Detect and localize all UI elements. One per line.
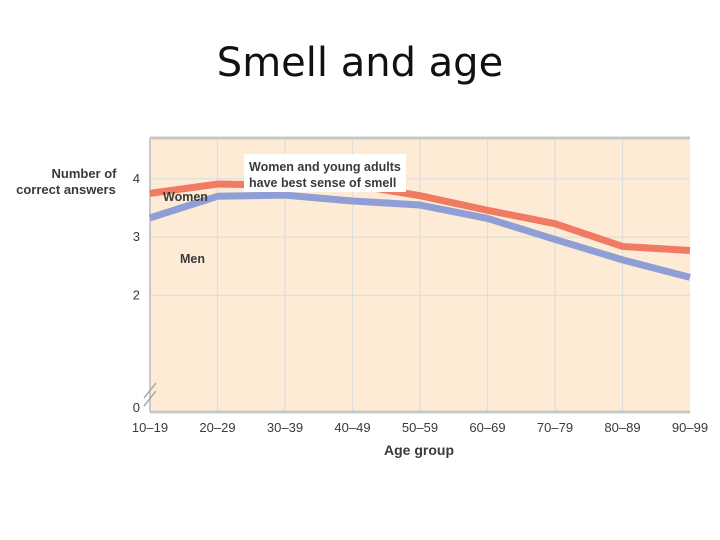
series-label-men: Men [180, 252, 205, 266]
annotation-box [244, 154, 406, 192]
x-tick-label: 40–49 [334, 420, 370, 435]
axis-break-mark [143, 382, 157, 407]
x-tick-label: 60–69 [469, 420, 505, 435]
series-label-women: Women [163, 190, 208, 204]
series-lines [148, 180, 691, 281]
y-axis-label-line1: Number of [52, 166, 118, 181]
x-axis-label: Age group [384, 442, 454, 458]
annotation-line2: have best sense of smell [249, 176, 396, 190]
x-tick-labels: 10–19 20–29 30–39 40–49 50–59 60–69 70–79 80–89… [132, 420, 708, 435]
y-tick-label: 4 [133, 171, 140, 186]
x-tick-label: 50–59 [402, 420, 438, 435]
x-tick-label: 10–19 [132, 420, 168, 435]
series-line-women [149, 180, 691, 255]
x-tick-label: 20–29 [199, 420, 235, 435]
annotation-line1: Women and young adults [249, 160, 401, 174]
y-axis-label-line2: correct answers [16, 182, 116, 197]
y-tick-label: 3 [133, 229, 140, 244]
x-tick-label: 30–39 [267, 420, 303, 435]
slide-title: Smell and age [216, 40, 504, 86]
series-line-men [148, 191, 691, 281]
x-tick-label: 70–79 [537, 420, 573, 435]
x-tick-label: 90–99 [672, 420, 708, 435]
x-tick-label: 80–89 [604, 420, 640, 435]
y-tick-labels: 0 2 3 4 [133, 171, 140, 415]
y-tick-label: 0 [133, 400, 140, 415]
y-tick-label: 2 [133, 287, 140, 302]
